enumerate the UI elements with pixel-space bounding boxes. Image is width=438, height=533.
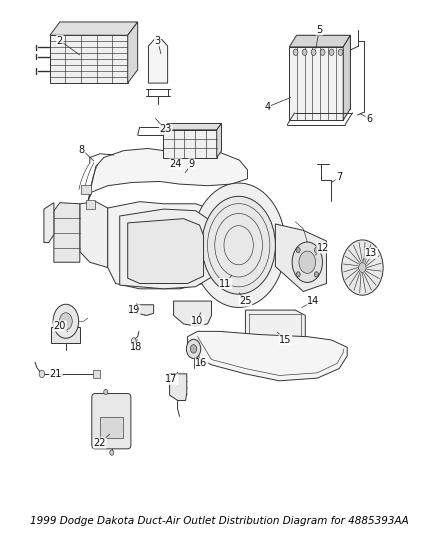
Polygon shape	[296, 35, 350, 109]
Text: 4: 4	[264, 102, 270, 112]
Circle shape	[110, 450, 113, 455]
Polygon shape	[127, 219, 203, 284]
Text: 7: 7	[336, 172, 342, 182]
Circle shape	[337, 49, 342, 55]
Circle shape	[39, 370, 45, 377]
Text: 3: 3	[154, 36, 160, 45]
Text: 23: 23	[159, 124, 171, 134]
Polygon shape	[162, 124, 221, 130]
Text: 6: 6	[365, 114, 371, 124]
Circle shape	[314, 247, 318, 253]
Polygon shape	[50, 327, 80, 343]
Text: 22: 22	[93, 438, 106, 448]
Text: 20: 20	[53, 321, 66, 331]
Circle shape	[328, 49, 333, 55]
Text: 5: 5	[315, 25, 321, 35]
Bar	[99, 417, 123, 438]
Polygon shape	[289, 35, 350, 47]
Polygon shape	[136, 305, 153, 316]
Circle shape	[59, 313, 72, 330]
Circle shape	[186, 340, 200, 359]
Circle shape	[293, 49, 297, 55]
Text: 16: 16	[195, 358, 207, 368]
Polygon shape	[216, 124, 221, 158]
Polygon shape	[148, 39, 167, 83]
Text: 2: 2	[57, 36, 63, 45]
Text: 9: 9	[188, 159, 194, 169]
Polygon shape	[289, 47, 343, 120]
Text: 8: 8	[78, 144, 85, 155]
Polygon shape	[169, 374, 186, 400]
Polygon shape	[162, 130, 216, 158]
Text: 11: 11	[219, 279, 231, 288]
Circle shape	[291, 242, 322, 282]
Circle shape	[201, 196, 275, 294]
Polygon shape	[245, 310, 304, 353]
Text: 24: 24	[169, 159, 181, 169]
Text: 10: 10	[191, 316, 203, 326]
Circle shape	[311, 49, 315, 55]
Circle shape	[190, 345, 196, 353]
Text: 1999 Dodge Dakota Duct-Air Outlet Distribution Diagram for 4885393AA: 1999 Dodge Dakota Duct-Air Outlet Distri…	[30, 516, 408, 526]
Circle shape	[314, 272, 318, 277]
Polygon shape	[80, 201, 107, 268]
Circle shape	[296, 272, 300, 277]
Polygon shape	[343, 35, 350, 120]
Circle shape	[298, 251, 315, 273]
Polygon shape	[54, 203, 80, 262]
Circle shape	[131, 338, 136, 344]
Bar	[85, 199, 94, 209]
Text: 13: 13	[364, 248, 376, 258]
Bar	[92, 369, 99, 377]
Text: 12: 12	[316, 243, 328, 253]
Text: 15: 15	[279, 335, 291, 345]
Polygon shape	[163, 136, 219, 152]
Polygon shape	[120, 209, 211, 289]
Circle shape	[103, 389, 107, 394]
Bar	[81, 184, 90, 194]
FancyBboxPatch shape	[92, 393, 131, 449]
Polygon shape	[127, 22, 138, 83]
Polygon shape	[50, 35, 127, 83]
Polygon shape	[50, 22, 138, 35]
Text: 17: 17	[165, 374, 177, 384]
Circle shape	[358, 263, 365, 272]
Text: 25: 25	[239, 296, 251, 306]
Polygon shape	[88, 149, 247, 201]
Polygon shape	[44, 203, 54, 243]
Text: 19: 19	[127, 305, 139, 315]
Polygon shape	[107, 201, 219, 289]
Circle shape	[296, 247, 300, 253]
Circle shape	[53, 304, 78, 338]
Text: 21: 21	[49, 369, 62, 379]
Polygon shape	[187, 332, 346, 381]
Circle shape	[191, 183, 285, 308]
Polygon shape	[173, 301, 211, 326]
Polygon shape	[275, 224, 326, 292]
Text: 14: 14	[307, 296, 319, 306]
Circle shape	[301, 49, 306, 55]
Circle shape	[341, 240, 382, 295]
Text: 18: 18	[129, 342, 141, 352]
Circle shape	[319, 49, 324, 55]
